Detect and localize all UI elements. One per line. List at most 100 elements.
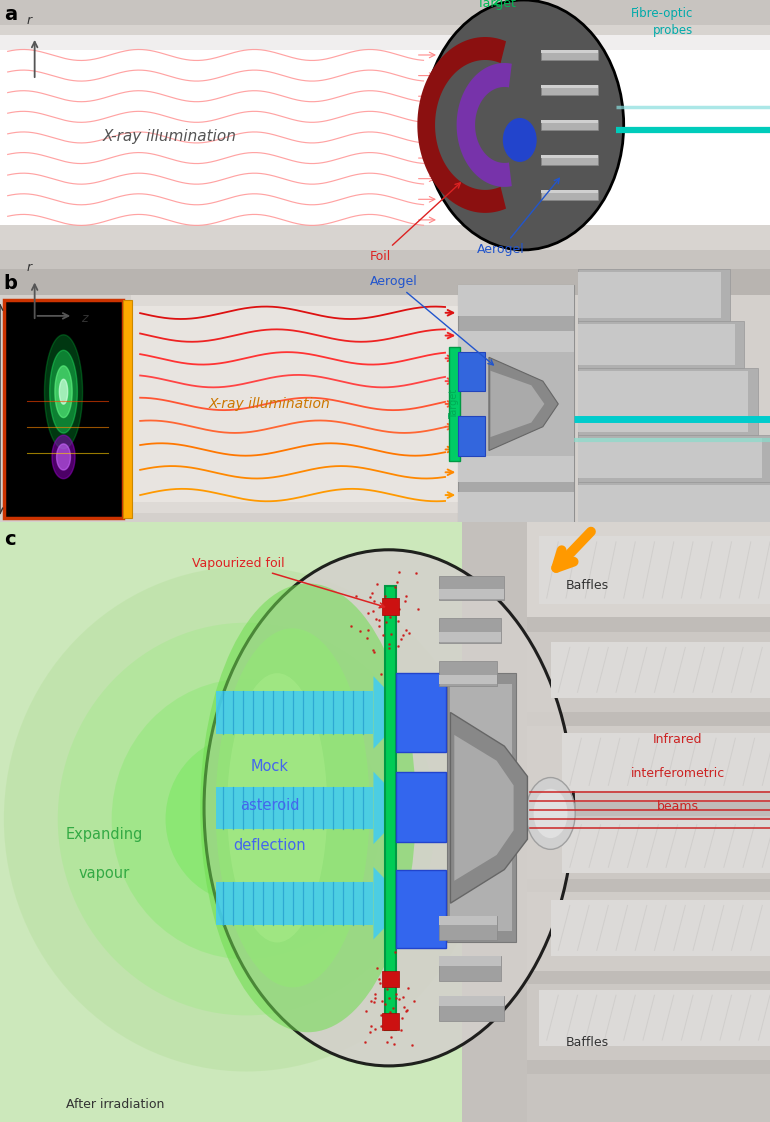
Ellipse shape (203, 774, 290, 864)
Bar (458, 416, 485, 456)
Bar (0, 224, 770, 250)
Ellipse shape (112, 679, 381, 959)
Bar (439, 956, 500, 981)
Bar (439, 589, 504, 599)
Bar (439, 916, 497, 926)
Text: z: z (81, 313, 87, 325)
Circle shape (503, 118, 537, 162)
Bar (382, 971, 399, 987)
Text: vapour: vapour (79, 866, 129, 881)
Bar (0, 523, 770, 539)
Bar (123, 301, 132, 518)
Polygon shape (59, 379, 68, 404)
Bar (578, 481, 770, 539)
Bar (527, 522, 770, 1122)
Circle shape (534, 789, 567, 838)
Text: probes: probes (653, 24, 693, 37)
Bar (439, 916, 497, 940)
Bar (0, 0, 770, 35)
Bar (439, 956, 500, 966)
Text: c: c (4, 530, 15, 549)
Text: Mock: Mock (250, 760, 289, 774)
Bar (449, 347, 460, 461)
Polygon shape (373, 772, 408, 844)
Bar (541, 50, 598, 59)
Bar (527, 816, 770, 879)
Text: Baffles: Baffles (566, 1036, 609, 1049)
Ellipse shape (424, 0, 624, 250)
Bar (539, 990, 770, 1046)
Bar (578, 438, 762, 478)
Ellipse shape (204, 550, 574, 1066)
Text: r: r (27, 13, 32, 27)
Bar (0, 269, 770, 295)
Text: X-ray illumination: X-ray illumination (102, 129, 236, 145)
Bar (578, 321, 744, 368)
Ellipse shape (4, 567, 489, 1072)
Text: Aerogel: Aerogel (370, 275, 494, 365)
Text: Infrared: Infrared (653, 733, 702, 746)
Bar (541, 50, 598, 53)
Bar (439, 661, 497, 686)
Bar (131, 295, 554, 513)
Bar (541, 85, 598, 95)
Bar (439, 674, 497, 684)
Bar (541, 190, 598, 200)
Bar (578, 370, 748, 432)
Bar (439, 996, 504, 1006)
Bar (447, 673, 516, 942)
Bar (0, 285, 770, 523)
Bar (527, 726, 770, 802)
Bar (458, 456, 574, 481)
Circle shape (526, 778, 575, 849)
Bar (541, 155, 598, 165)
Bar (4, 301, 123, 518)
Polygon shape (373, 677, 408, 748)
Bar (541, 190, 598, 193)
Bar (541, 155, 598, 158)
Text: Argon implosion: Argon implosion (15, 534, 112, 548)
Ellipse shape (216, 628, 370, 987)
Bar (458, 331, 574, 357)
Ellipse shape (200, 583, 416, 1032)
Bar (578, 273, 721, 318)
Bar (216, 882, 373, 925)
Bar (0, 522, 462, 1122)
Text: Baffles: Baffles (566, 579, 609, 592)
Text: Expanding: Expanding (65, 827, 142, 842)
Text: Fibre-optic: Fibre-optic (631, 7, 693, 20)
Text: Filter: Filter (129, 532, 160, 545)
Ellipse shape (58, 623, 435, 1015)
Text: asteroid: asteroid (239, 799, 300, 813)
Ellipse shape (166, 735, 327, 903)
Text: Target: Target (477, 0, 516, 10)
Bar (0, 25, 770, 250)
Bar (439, 576, 504, 600)
Text: Aerogel: Aerogel (477, 178, 559, 256)
Bar (578, 485, 770, 535)
Polygon shape (489, 357, 558, 451)
Bar (396, 673, 446, 752)
Text: b: b (4, 275, 18, 294)
Bar (382, 598, 399, 615)
Bar (527, 1074, 770, 1122)
Text: Foil: Foil (370, 183, 460, 263)
Bar (458, 285, 574, 523)
Bar (541, 120, 598, 123)
Bar (458, 352, 485, 392)
Bar (396, 870, 446, 948)
Bar (551, 900, 770, 956)
Ellipse shape (227, 673, 327, 942)
Polygon shape (52, 435, 75, 479)
Polygon shape (417, 37, 506, 213)
Bar (539, 536, 770, 604)
Bar (385, 586, 396, 1030)
Bar (458, 491, 574, 523)
Bar (396, 772, 446, 842)
Bar (0, 50, 770, 224)
Text: deflection: deflection (233, 838, 306, 853)
Bar (216, 787, 373, 829)
Polygon shape (55, 366, 72, 417)
Bar (541, 85, 598, 88)
Polygon shape (454, 735, 514, 881)
